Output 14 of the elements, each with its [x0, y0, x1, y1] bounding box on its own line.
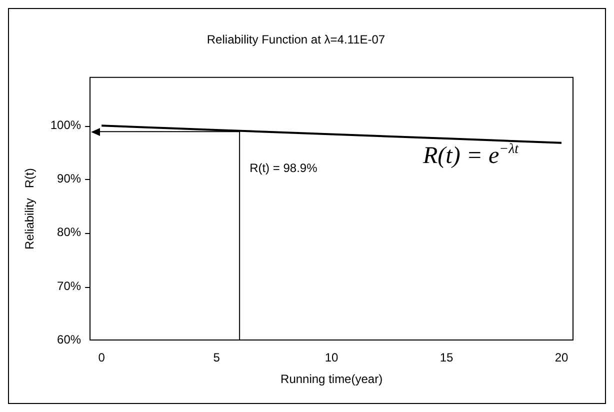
y-tick-label: 70% — [57, 278, 82, 293]
y-tick-label: 80% — [57, 225, 82, 240]
x-tick-label: 0 — [98, 350, 106, 365]
x-tick-label: 10 — [324, 350, 339, 365]
y-tick-label: 100% — [50, 118, 82, 132]
y-axis-title: Reliability R(t) — [22, 168, 37, 250]
x-tick-label: 5 — [213, 350, 220, 365]
ref-line-label: R(t) = 98.9% — [250, 160, 318, 175]
x-tick-label: 20 — [554, 350, 568, 365]
chart-title: Reliability Function at λ=4.11E-07 — [206, 32, 386, 47]
x-axis-title: Running time(year) — [280, 372, 383, 386]
y-tick-label: 90% — [57, 172, 82, 186]
y-tick-label: 60% — [57, 332, 82, 347]
x-tick-label: 15 — [440, 350, 454, 365]
